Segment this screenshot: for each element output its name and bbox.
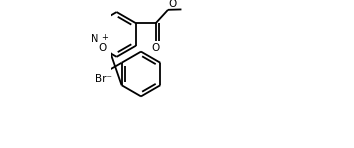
Text: N: N <box>91 34 98 44</box>
Text: O: O <box>98 43 106 53</box>
Text: +: + <box>101 33 108 42</box>
Text: O: O <box>169 0 177 9</box>
Text: Br⁻: Br⁻ <box>95 74 112 84</box>
Text: O: O <box>152 43 160 53</box>
